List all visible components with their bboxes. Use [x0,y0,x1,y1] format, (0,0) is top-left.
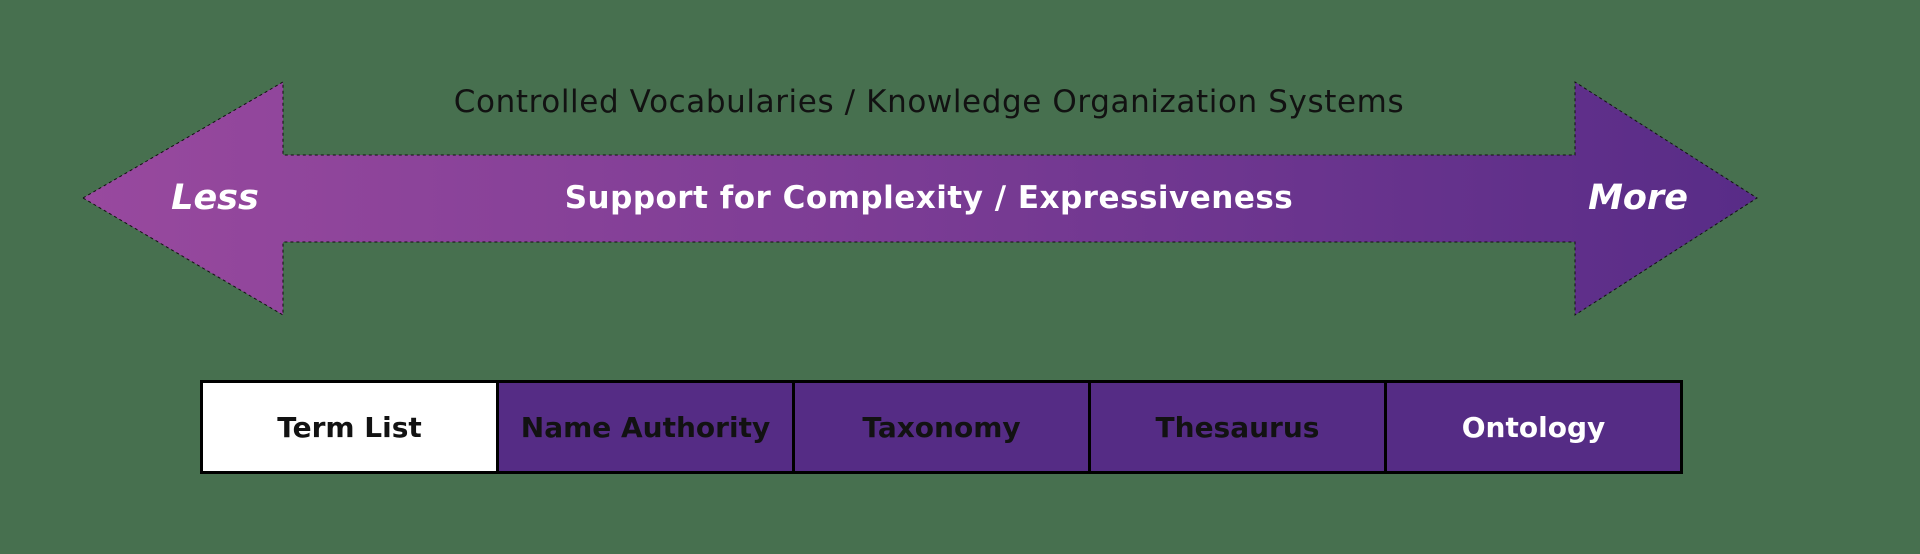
arrow-left-end-label: Less [171,178,259,218]
diagram-title: Controlled Vocabularies / Knowledge Orga… [453,84,1405,120]
arrow-right-end-label: More [1588,178,1688,218]
box-name-authority: Name Authority [496,380,795,474]
vocabulary-types-row: Term List Name Authority Taxonomy Thesau… [200,380,1683,474]
arrow-axis-label: Support for Complexity / Expressiveness [564,180,1294,216]
box-term-list: Term List [200,380,499,474]
box-ontology: Ontology [1384,380,1683,474]
box-thesaurus: Thesaurus [1088,380,1387,474]
double-arrow-shape [82,81,1758,316]
box-taxonomy: Taxonomy [792,380,1091,474]
